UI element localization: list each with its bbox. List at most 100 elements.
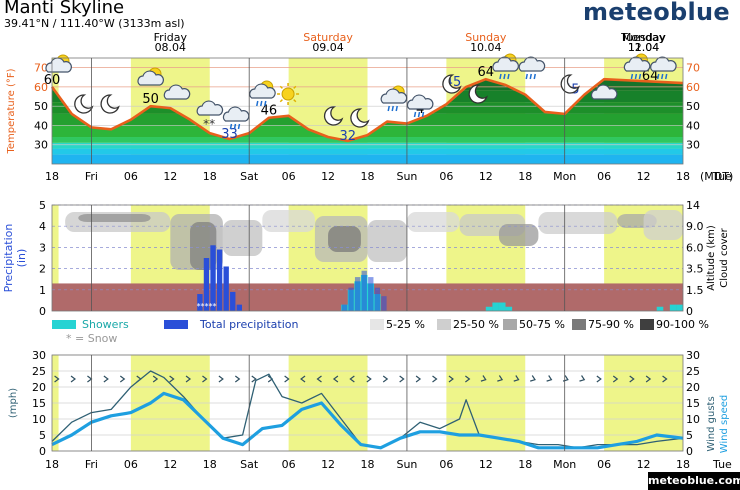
cloud-cover-cell bbox=[498, 224, 539, 246]
wind-gusts-axis-title: Wind gusts bbox=[706, 396, 717, 451]
cloud-icon bbox=[591, 84, 618, 100]
timezone-label: (MDT) bbox=[700, 170, 733, 183]
total-precipitation-bar bbox=[348, 287, 354, 311]
wind-direction-arrow bbox=[349, 375, 355, 383]
rain-sun-icon bbox=[492, 53, 519, 80]
showers-bar bbox=[485, 306, 493, 311]
wind-tick-label: 25 bbox=[32, 365, 46, 378]
wind-tick-label-right: 20 bbox=[686, 381, 700, 394]
wind-tick-label-right: 30 bbox=[686, 349, 700, 362]
moon-icon bbox=[560, 74, 580, 94]
cloud-legend-swatch bbox=[572, 319, 586, 330]
cloud-cover-axis-title: Cloud cover bbox=[719, 227, 730, 287]
wind-direction-arrow bbox=[332, 375, 339, 383]
precipitation-tick-label: 1 bbox=[39, 284, 46, 297]
day-date: 08.04 bbox=[155, 41, 187, 54]
sun-icon bbox=[277, 83, 300, 105]
showers-bar bbox=[492, 302, 499, 311]
cloud-cover-cell bbox=[190, 222, 217, 270]
total-precipitation-bar bbox=[210, 245, 216, 311]
cloud-legend-label: 5-25 % bbox=[386, 318, 425, 331]
x-tick-label: Fri bbox=[85, 458, 98, 471]
precipitation-tick-label: 3 bbox=[39, 241, 46, 254]
x-tick-label: 12 bbox=[479, 458, 493, 471]
x-tick-label: 06 bbox=[597, 458, 611, 471]
wind-speed-axis-title: Wind speed bbox=[719, 395, 730, 454]
temperature-band bbox=[52, 137, 683, 143]
day-date: 09.04 bbox=[312, 41, 344, 54]
cloud-cover-cell bbox=[538, 212, 618, 234]
cloud-legend-swatch bbox=[437, 319, 451, 330]
cloud-cover-cell bbox=[406, 212, 460, 232]
cloud-cover-cell bbox=[262, 210, 315, 232]
wind-direction-arrow bbox=[465, 375, 471, 383]
x-tick-label: Sat bbox=[240, 170, 259, 183]
x-tick-label: 12 bbox=[479, 170, 493, 183]
x-tick-label: 18 bbox=[45, 170, 59, 183]
footer-brand-link[interactable]: meteoblue.com bbox=[648, 472, 740, 490]
wind-direction-arrow bbox=[316, 375, 322, 383]
day-date: 10.04 bbox=[470, 41, 502, 54]
total-precipitation-bar bbox=[216, 249, 223, 311]
wind-direction-arrow bbox=[645, 375, 652, 383]
wind-direction-arrow bbox=[415, 375, 422, 383]
location-title: Manti Skyline bbox=[4, 0, 125, 18]
total-precipitation-bar bbox=[368, 277, 374, 311]
panel-frame bbox=[51, 57, 684, 165]
wind-direction-arrow bbox=[366, 375, 372, 383]
cloud-legend-swatch bbox=[370, 319, 384, 330]
altitude-tick-label: 14 bbox=[686, 199, 700, 212]
wind-tick-label-right: 0 bbox=[686, 445, 693, 458]
moon-icon bbox=[323, 106, 344, 126]
day-name: Monday bbox=[622, 31, 666, 44]
wind-direction-arrow bbox=[399, 375, 405, 383]
wind-direction-arrow bbox=[202, 375, 208, 383]
temperature-tick-label: 60 bbox=[34, 81, 48, 94]
temperature-label: 64 bbox=[478, 65, 495, 80]
x-tick-label: 06 bbox=[439, 458, 453, 471]
total-precipitation-bar bbox=[197, 294, 203, 311]
cloud-legend-label: 50-75 % bbox=[519, 318, 565, 331]
precipitation-tick-label: 5 bbox=[39, 199, 46, 212]
x-tick-label: 18 bbox=[676, 458, 690, 471]
temperature-label: 46 bbox=[261, 104, 278, 119]
wind-direction-arrow bbox=[152, 375, 159, 383]
snow-marker: ***** bbox=[197, 302, 217, 311]
temperature-tick-label-right: 60 bbox=[686, 81, 700, 94]
day-date: 12.04 bbox=[628, 41, 660, 54]
showers-bar bbox=[505, 306, 513, 311]
panel-frame bbox=[51, 204, 684, 312]
wind-direction-arrow bbox=[54, 375, 60, 383]
x-tick-label: 18 bbox=[203, 170, 217, 183]
cloud-cover-cell bbox=[367, 220, 407, 262]
total-precipitation-bar bbox=[381, 296, 387, 311]
total-precipitation-bar bbox=[230, 291, 236, 311]
x-tick-label: 18 bbox=[361, 458, 375, 471]
wind-direction-arrow bbox=[251, 375, 257, 383]
wind-direction-arrow bbox=[480, 375, 487, 382]
x-tick-label: Sun bbox=[396, 458, 417, 471]
temperature-tick-label-right: 70 bbox=[686, 62, 700, 75]
x-tick-label: 12 bbox=[321, 458, 335, 471]
moon-icon bbox=[442, 74, 462, 94]
temperature-tick-label: 50 bbox=[34, 100, 48, 113]
rain-cloud-icon bbox=[650, 56, 677, 80]
x-tick-label: Mon bbox=[553, 458, 576, 471]
altitude-tick-label: 6.0 bbox=[686, 241, 704, 254]
rain-sun-icon bbox=[249, 80, 276, 107]
day-name: Friday bbox=[154, 31, 188, 44]
total-precipitation-bar bbox=[236, 304, 243, 311]
brand-logo[interactable]: meteoblue bbox=[583, 0, 730, 26]
wind-tick-label: 30 bbox=[32, 349, 46, 362]
wind-direction-arrow bbox=[185, 375, 192, 383]
x-tick-label: 06 bbox=[282, 170, 296, 183]
total-precipitation-bar bbox=[374, 287, 381, 311]
cloud-legend-label: 90-100 % bbox=[656, 318, 709, 331]
x-tick-label: Tue bbox=[712, 458, 732, 471]
wind-tick-label-right: 15 bbox=[686, 397, 700, 410]
x-tick-label: 18 bbox=[518, 170, 532, 183]
total-precipitation-bar bbox=[203, 258, 210, 311]
rain-cloud-icon bbox=[406, 94, 434, 118]
day-name: Tuesday bbox=[620, 31, 666, 44]
moon-icon bbox=[74, 94, 94, 114]
